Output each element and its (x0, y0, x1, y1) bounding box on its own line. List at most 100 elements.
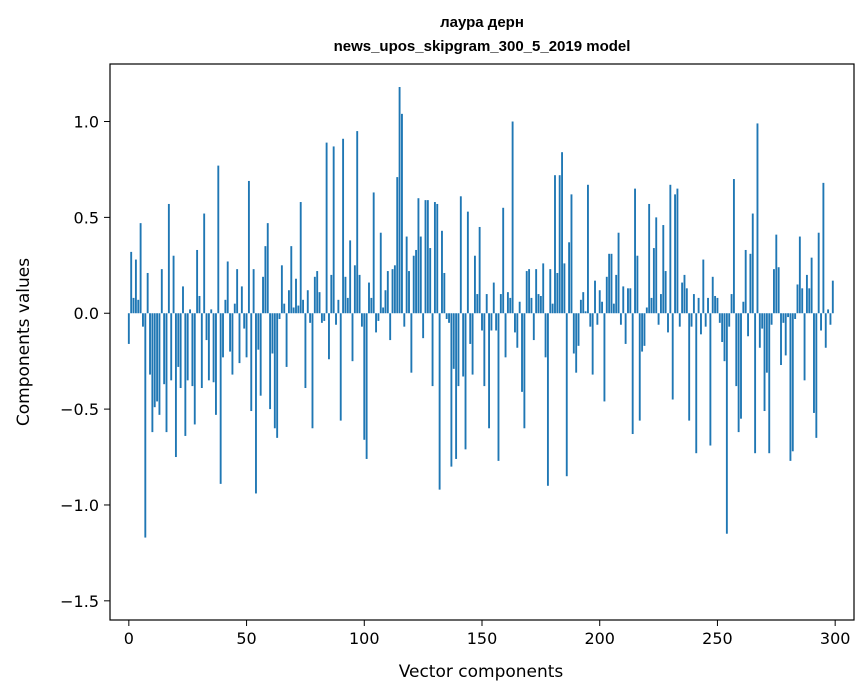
bar (558, 175, 561, 314)
bar (415, 249, 418, 314)
bar (801, 288, 804, 314)
x-tick-label: 200 (584, 629, 615, 648)
bar (751, 213, 754, 314)
bar (730, 294, 733, 314)
bar (295, 278, 297, 314)
bar (645, 307, 648, 314)
bar (247, 180, 250, 314)
y-tick-label: −1.0 (60, 496, 99, 515)
bar (716, 297, 719, 314)
bar (165, 313, 168, 433)
chart-subtitle: news_upos_skipgram_300_5_2019 model (334, 38, 631, 55)
bar (309, 313, 312, 323)
bar (758, 313, 761, 348)
bar (546, 313, 549, 486)
bar (603, 313, 606, 402)
bar (648, 203, 651, 314)
bar (629, 288, 632, 314)
bar (532, 313, 535, 341)
bar (342, 138, 345, 314)
bar (676, 188, 679, 314)
chart-title: лаура дерн (440, 14, 524, 31)
bar (692, 294, 695, 314)
bar (627, 288, 629, 314)
bar (257, 313, 260, 350)
x-tick-label: 50 (236, 629, 256, 648)
bar (276, 313, 279, 438)
bar (709, 313, 712, 446)
bar (153, 313, 156, 408)
bar (511, 121, 514, 314)
bar (784, 313, 787, 356)
bar (718, 313, 721, 323)
bar (332, 146, 335, 314)
bar (579, 299, 582, 314)
bar (485, 294, 488, 314)
bar (252, 269, 255, 314)
bar (674, 194, 676, 314)
bar (184, 313, 187, 436)
bar (410, 313, 413, 373)
bar (158, 313, 161, 415)
bar (749, 253, 752, 314)
bar (822, 182, 825, 314)
bar (245, 313, 248, 358)
bar (664, 271, 667, 314)
bar (283, 303, 286, 314)
bar (346, 297, 349, 314)
bar (445, 313, 448, 319)
bar (396, 177, 399, 314)
bar (142, 313, 144, 327)
bar (259, 313, 262, 396)
bar (431, 313, 434, 387)
bar (707, 297, 709, 314)
bar (436, 203, 439, 314)
bar (643, 313, 646, 346)
bar (236, 269, 239, 314)
bar (742, 301, 745, 314)
x-tick-label: 250 (702, 629, 733, 648)
bar (612, 303, 615, 314)
x-tick-label: 100 (349, 629, 380, 648)
bar (521, 313, 523, 392)
bar (335, 313, 337, 325)
x-tick-label: 300 (820, 629, 851, 648)
bar (320, 313, 323, 323)
bar (528, 269, 531, 314)
bar (568, 242, 571, 314)
bar (514, 313, 516, 333)
bars-group (127, 87, 834, 538)
bar (561, 152, 563, 314)
bar (492, 282, 495, 314)
bar (311, 313, 314, 429)
bar (502, 207, 505, 314)
x-axis-label: Vector components (399, 662, 564, 682)
bar (273, 313, 276, 429)
bar (403, 313, 406, 327)
bar (817, 232, 820, 314)
bar (829, 313, 832, 325)
bar (780, 313, 782, 366)
bar (250, 313, 253, 412)
bar (459, 196, 462, 314)
bar (591, 313, 594, 375)
bar (393, 265, 396, 314)
bar (287, 290, 290, 314)
bar (186, 313, 189, 381)
bar (763, 313, 766, 412)
bar (174, 313, 177, 458)
bar (127, 313, 130, 344)
bar (172, 255, 175, 314)
bar (565, 313, 568, 477)
bar (134, 259, 137, 314)
bar (523, 313, 526, 429)
bar (469, 313, 472, 344)
bar (198, 295, 201, 314)
bar (596, 313, 599, 325)
y-axis-label: Components values (14, 258, 34, 426)
bar (304, 313, 307, 389)
bar (794, 313, 797, 319)
bar (813, 313, 815, 413)
y-tick-label: 0.5 (74, 208, 99, 227)
bar (238, 313, 241, 364)
